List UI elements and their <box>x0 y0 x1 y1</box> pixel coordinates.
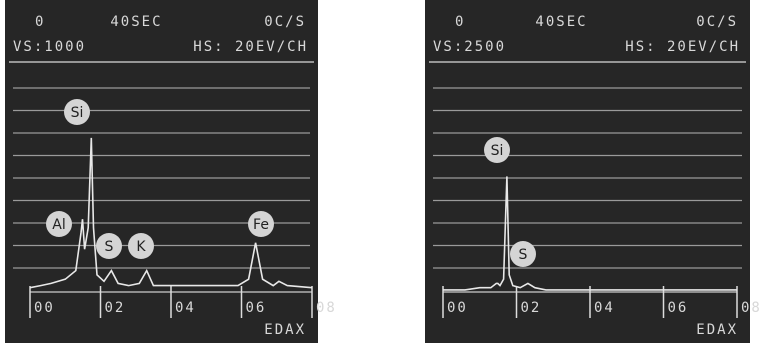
x-tick-label: 00 <box>34 300 55 316</box>
header-text: 0C/S <box>264 14 306 30</box>
x-tick-label: 02 <box>521 300 542 316</box>
element-label: Si <box>491 143 504 159</box>
x-tick-label: 00 <box>447 300 468 316</box>
vertical-scale: VS:1000 <box>13 39 86 55</box>
spectrum-panel: 0 40SEC 0C/S VS:1000 HS: 20EV/CH 00 02 04 06 08 ED… <box>5 0 337 343</box>
x-tick-label: 06 <box>668 300 689 316</box>
vertical-scale: VS:2500 <box>433 39 506 55</box>
x-tick-label: 04 <box>594 300 615 316</box>
header-text: 40SEC <box>110 14 162 30</box>
x-tick-label: 04 <box>175 300 196 316</box>
horizontal-scale: HS: 20EV/CH <box>193 39 308 55</box>
x-tick-label: 08 <box>741 300 761 316</box>
element-label: Fe <box>253 217 269 233</box>
element-label: Al <box>52 217 65 233</box>
element-label: K <box>136 239 146 255</box>
header-text: 0 <box>455 14 465 30</box>
header-text: 0 <box>35 14 45 30</box>
header-text: 40SEC <box>535 14 587 30</box>
header-text: 0C/S <box>696 14 738 30</box>
x-tick-label: 06 <box>246 300 267 316</box>
horizontal-scale: HS: 20EV/CH <box>625 39 740 55</box>
element-label: Si <box>71 105 84 121</box>
screenshot: 040SEC0C/SVS:1000HS: 20EV/CH0002040608ED… <box>0 0 761 343</box>
footer-text: EDAX <box>264 322 306 338</box>
footer-text: EDAX <box>696 322 738 338</box>
x-tick-label: 02 <box>105 300 126 316</box>
spectrum-panel: 0 40SEC 0C/S VS:2500 HS: 20EV/CH 00 02 04 06 08ED… <box>425 0 761 343</box>
element-label: S <box>519 247 528 263</box>
element-label: S <box>105 239 114 255</box>
x-tick-label: 08 <box>316 300 337 316</box>
